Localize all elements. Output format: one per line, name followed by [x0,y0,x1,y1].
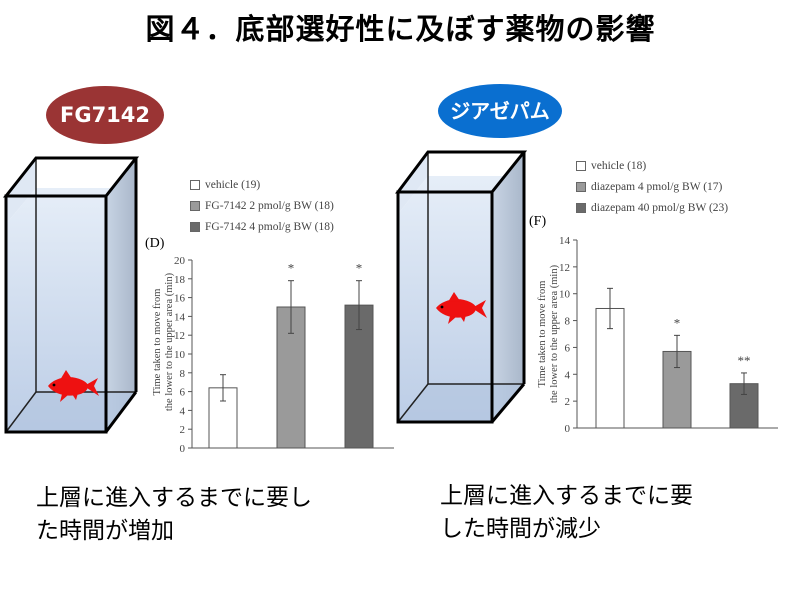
right-tank [395,150,528,424]
legend-item: diazepam 4 pmol/g BW (17) [576,176,728,197]
y-tick-label: 8 [565,316,571,328]
legend-label: FG-7142 2 pmol/g BW (18) [205,199,334,212]
panel-label-f: (F) [529,214,547,229]
caption-line: 上層に進入するまでに要し [36,485,312,511]
y-tick-label: 12 [559,262,570,274]
legend-f: vehicle (18) diazepam 4 pmol/g BW (17) d… [576,155,728,218]
legend-swatch [576,181,586,192]
y-tick-label: 18 [174,274,186,286]
y-tick-label: 2 [180,424,186,436]
significance-marker: * [288,261,295,276]
caption-line: 上層に進入するまでに要 [440,483,693,509]
caption-line: した時間が減少 [440,516,601,542]
legend-label: vehicle (18) [591,159,647,172]
left-tank [2,156,140,434]
legend-item: FG-7142 2 pmol/g BW (18) [190,195,334,216]
y-tick-label: 6 [180,387,186,399]
y-tick-label: 4 [180,405,186,417]
y-tick-label: 8 [180,368,186,380]
y-tick-label: 16 [174,293,186,305]
y-axis-label-line: the lower to the upper area (min) [164,272,175,412]
legend-swatch [190,221,200,232]
y-tick-label: 0 [180,443,186,455]
y-axis-label-f: Time taken to move from the lower to the… [537,234,561,434]
y-axis-label-line: the lower to the upper area (min) [549,264,560,404]
y-tick-label: 10 [174,349,186,361]
legend-item: diazepam 40 pmol/g BW (23) [576,197,728,218]
y-tick-label: 0 [565,423,571,435]
significance-marker: * [356,261,363,276]
legend-label: diazepam 40 pmol/g BW (23) [591,201,729,214]
legend-label: FG-7142 4 pmol/g BW (18) [205,220,334,233]
right-caption: 上層に進入するまでに要 した時間が減少 [440,480,693,546]
y-tick-label: 2 [565,396,571,408]
y-tick-label: 14 [559,235,571,247]
y-tick-label: 6 [565,342,571,354]
legend-item: vehicle (18) [576,155,728,176]
legend-swatch [190,179,200,190]
y-axis-label-line: Time taken to move from [537,280,548,388]
panel-label-d: (D) [145,236,165,251]
y-tick-label: 12 [174,330,185,342]
goldfish-icon [48,370,99,402]
significance-marker: ** [738,353,751,368]
legend-swatch [576,202,586,213]
y-tick-label: 14 [174,311,186,323]
chart-d: 0 2 4 6 8 10 12 14 16 18 20 * * [174,255,394,455]
legend-swatch [576,160,586,171]
legend-item: FG-7142 4 pmol/g BW (18) [190,216,334,237]
y-tick-label: 4 [565,369,571,381]
y-axis-label-d: Time taken to move from the lower to the… [152,242,176,442]
legend-swatch [190,200,200,211]
y-tick-label: 10 [559,289,571,301]
legend-item: vehicle (19) [190,174,334,195]
significance-marker: * [674,315,681,330]
legend-d: vehicle (19) FG-7142 2 pmol/g BW (18) FG… [190,174,334,237]
y-tick-label: 20 [174,255,186,267]
page-title: 図４．底部選好性に及ぼす薬物の影響 [145,12,656,46]
y-axis-label-line: Time taken to move from [152,288,163,396]
diazepam-badge: ジアゼパム [438,84,562,138]
goldfish-icon [436,292,487,324]
legend-label: diazepam 4 pmol/g BW (17) [591,180,723,193]
caption-line: た時間が増加 [36,518,174,544]
fg7142-badge: FG7142 [46,86,164,144]
left-caption: 上層に進入するまでに要し た時間が増加 [36,482,312,548]
legend-label: vehicle (19) [205,178,261,191]
